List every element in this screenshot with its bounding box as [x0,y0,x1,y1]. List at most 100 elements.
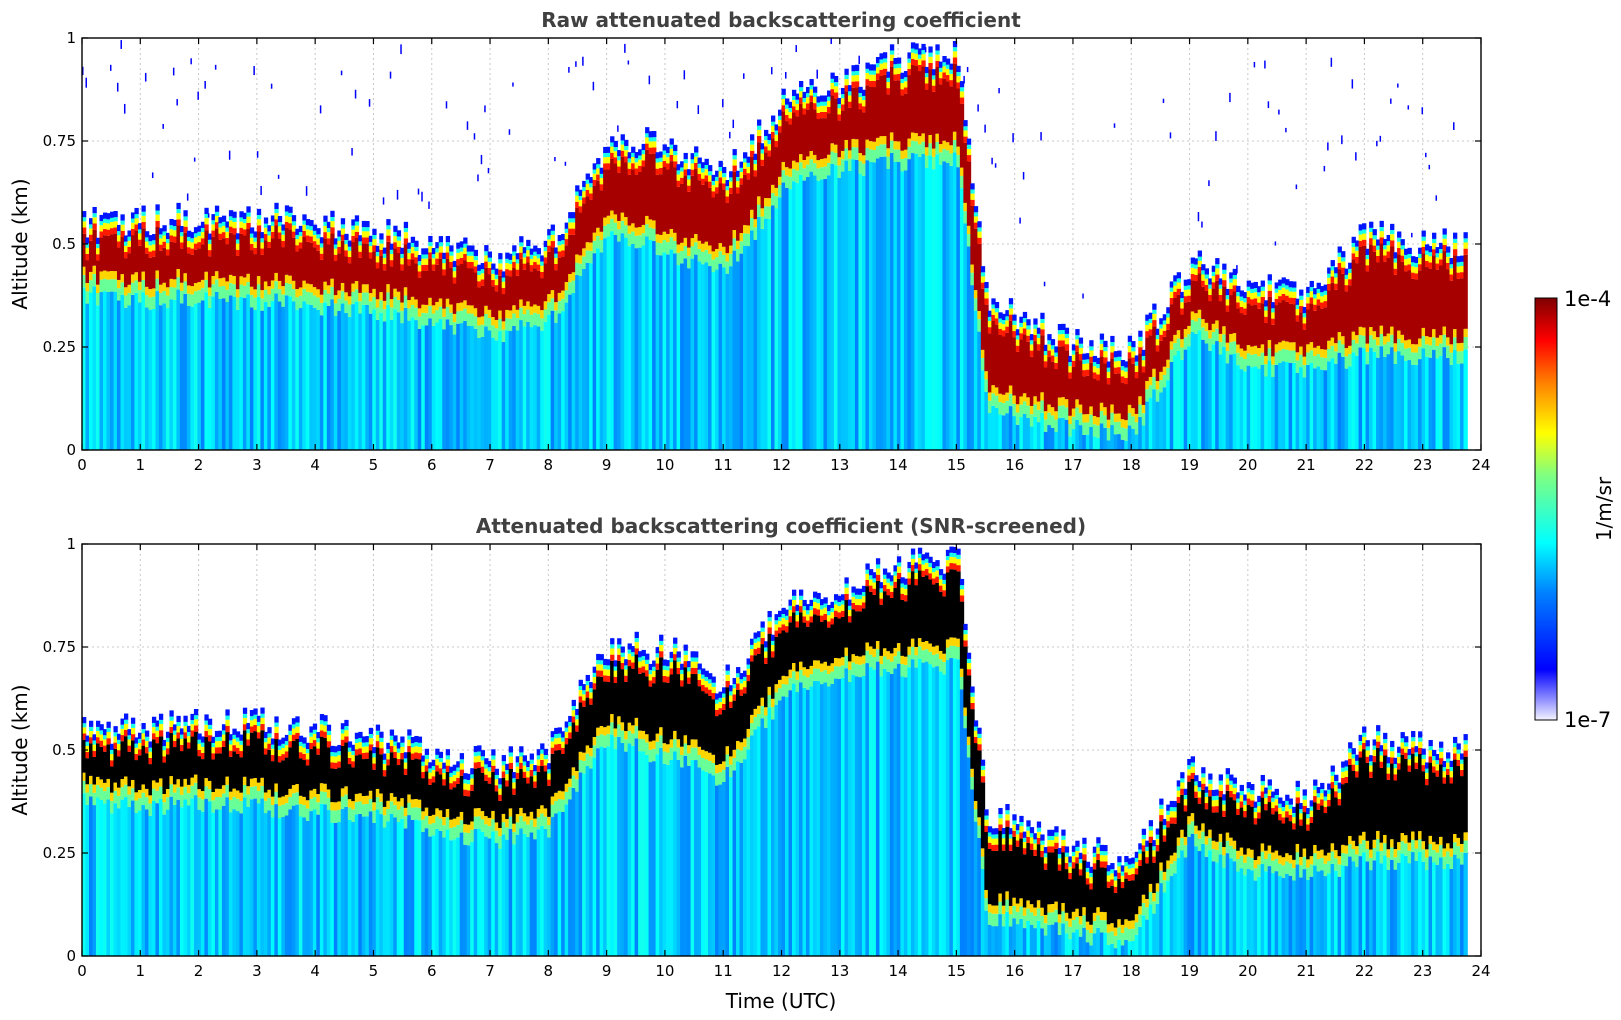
heat-cell-transition [386,292,391,305]
heat-cell-fringe [984,288,989,293]
heat-cell-fringe [784,98,790,105]
heat-cell-fringe [498,784,503,789]
heat-cell-fringe [1288,291,1293,298]
heat-cell-fringe [795,103,800,111]
heat-cell-fringe [1365,259,1370,266]
heat-cell-fringe [85,741,90,746]
heat-cell-transition [1267,339,1272,349]
heat-cell-fringe [774,134,779,141]
heat-cell-transition [470,313,475,327]
heat-cell-fringe [130,222,136,229]
heat-cell-transition [270,280,276,289]
heat-cell-fringe [1442,234,1447,239]
heat-cell-transition [113,790,118,804]
heat-cell-fringe [659,151,664,158]
heat-cell-transition [396,801,402,810]
heat-cell-fringe [966,144,972,149]
heat-cell-fringe [347,757,353,765]
heat-cell-below [1082,434,1087,450]
heat-cell-below [875,158,881,450]
heat-cell-fringe [176,219,181,226]
heat-cell-below [200,300,206,450]
heat-cell-fringe [1124,377,1129,385]
heat-cell-below [617,736,622,956]
heat-cell-core [176,225,181,269]
heat-cell-fringe [305,229,311,236]
heat-cell-fringe [372,228,377,235]
heat-cell-transition [1033,396,1038,405]
heat-cell-below [477,828,482,956]
heat-cell-transition [1348,345,1353,355]
heat-cell-core [403,244,409,288]
heat-cell-fringe [868,70,874,75]
heat-cell-fringe [1029,340,1035,345]
heat-cell-core [641,672,646,731]
heat-cell-below [92,286,97,450]
heat-cell-below [267,306,272,450]
heat-cell-below [1243,371,1248,450]
heat-cell-fringe [1141,349,1147,357]
heat-cell-fringe [379,239,384,244]
heat-cell-fringe [498,263,503,270]
heat-cell-fringe [910,52,916,59]
heat-cell-transition [980,349,986,359]
heat-cell-transition [652,748,657,762]
heat-cell-below [1208,350,1213,450]
heat-cell-transition [260,298,265,311]
heat-cell-fringe [95,254,101,261]
heat-cell-core [428,258,433,298]
heat-cell-transition [666,752,671,765]
heat-cell-below [1078,425,1084,450]
heat-cell-fringe [666,163,671,170]
heat-cell-transition [1442,326,1447,335]
heat-cell-fringe [903,81,909,88]
heat-cell-transition [830,143,835,152]
heat-cell-transition [235,798,241,812]
heat-cell-core [85,260,90,283]
heat-cell-fringe [886,77,891,82]
heat-cell-fringe [477,745,482,752]
heat-cell-transition [421,312,426,326]
heat-cell-fringe [305,759,311,766]
heat-cell-core [1365,271,1370,344]
raw-x-ticks: 0 1 2 3 4 5 6 7 8 9 10 11 12 13 14 15 16 17 18 19 20 21 22 23 24 [77,38,1491,474]
heat-cell-fringe [183,732,188,739]
heat-cell-below [718,263,723,450]
heat-cell-transition [445,809,451,818]
heat-cell-noise [480,154,483,165]
heat-cell-transition [1173,334,1178,344]
heat-cell-fringe [673,637,678,644]
heat-cell-fringe [228,226,234,233]
heat-cell-below [417,820,423,956]
heat-cell-transition [372,288,377,298]
heat-cell-below [757,216,762,450]
heat-cell-below [540,330,545,450]
heat-cell-transition [1159,380,1164,393]
heat-cell-fringe [515,269,520,276]
heat-cell-transition [928,134,933,144]
heat-cell-fringe [337,744,342,752]
heat-cell-transition [232,796,237,810]
heat-cell-core [1211,288,1216,324]
heat-cell-fringe [284,215,290,222]
heat-cell-transition [232,788,237,797]
heat-cell-fringe [1092,372,1098,379]
heat-cell-fringe [99,740,104,747]
heat-cell-below [1089,427,1094,450]
heat-cell-fringe [1047,350,1052,357]
heat-cell-transition [162,282,167,292]
heat-cell-fringe [893,68,898,75]
heat-cell-fringe [1106,377,1112,385]
heat-cell-core [1218,301,1223,334]
heat-cell-fringe [725,186,730,191]
heat-cell-core [1239,313,1244,349]
heat-cell-fringe [358,251,363,258]
heat-cell-transition [155,790,160,804]
heat-cell-core [459,775,465,812]
heat-cell-fringe [725,670,730,675]
heat-cell-transition [312,295,318,308]
heat-cell-fringe [1106,361,1112,368]
heat-cell-fringe [1330,276,1335,283]
heat-cell-below [606,746,611,956]
heat-cell-below [1008,406,1014,450]
